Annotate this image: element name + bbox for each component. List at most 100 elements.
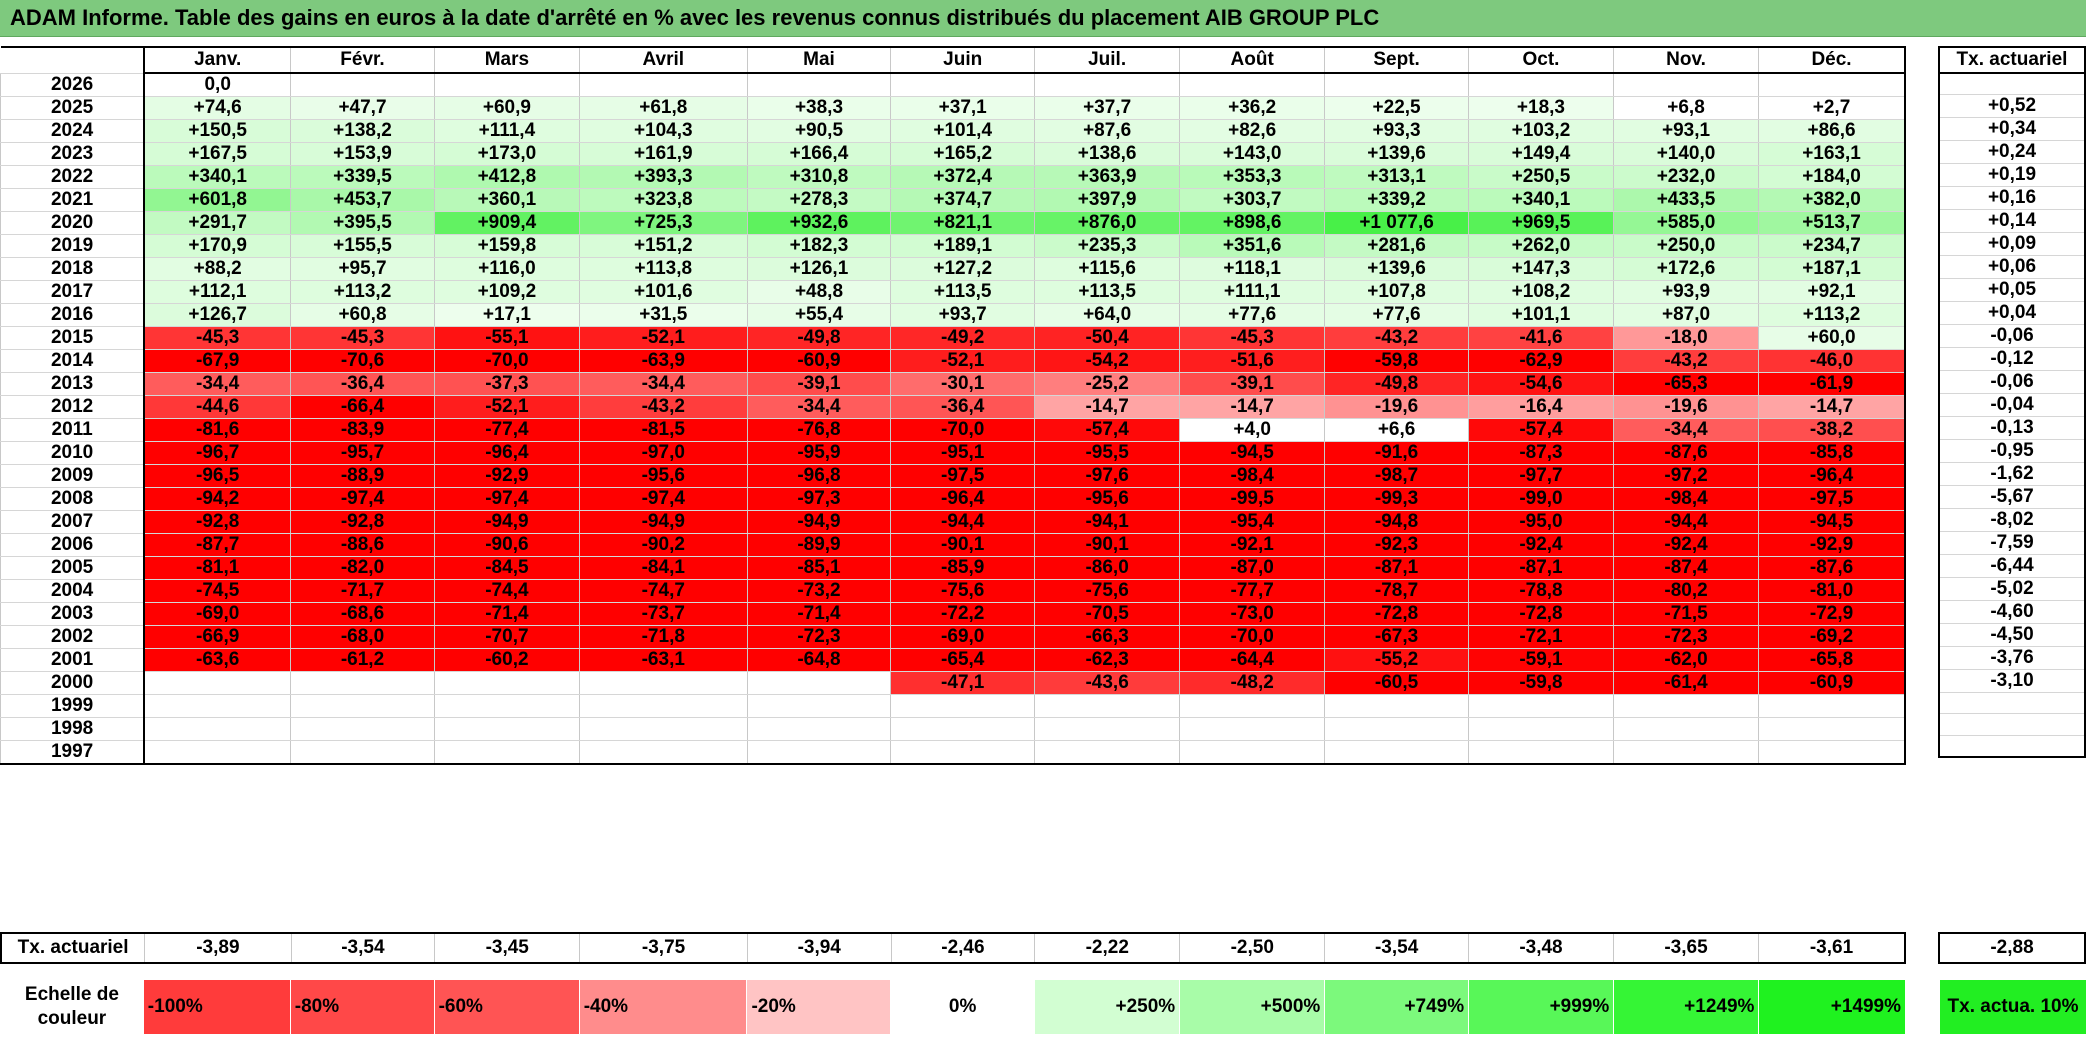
gain-cell <box>746 717 892 741</box>
monthly-actuarial-cell: -3,48 <box>1467 933 1614 964</box>
gain-cell: -96,4 <box>1758 464 1907 488</box>
gain-cell: -87,7 <box>143 533 292 557</box>
actuarial-rate-cell: -7,59 <box>1938 531 2086 555</box>
gain-cell: -68,0 <box>290 625 435 649</box>
gain-cell: +374,7 <box>890 188 1036 212</box>
actuarial-rate-cell: +0,34 <box>1938 117 2086 141</box>
table-row: 2003 -69,0 -68,6 -71,4 -73,7 -71,4 -72,2 -70,5-… <box>0 602 1907 626</box>
gain-cell: +60,0 <box>1758 326 1907 350</box>
gain-cell: -92,8 <box>290 510 435 534</box>
monthly-actuarial-cell: -3,75 <box>579 933 748 964</box>
gain-cell: -19,6 <box>1612 395 1760 419</box>
gain-cell: -67,3 <box>1324 625 1469 649</box>
gain-cell: -59,8 <box>1324 349 1469 373</box>
gain-cell: -94,9 <box>746 510 892 534</box>
gain-cell: +182,3 <box>746 234 892 258</box>
actuarial-rate-cell: +0,14 <box>1938 209 2086 233</box>
monthly-actuarial-cell: -2,46 <box>890 933 1036 964</box>
gain-cell: +61,8 <box>578 96 748 120</box>
gain-cell: +234,7 <box>1758 234 1907 258</box>
gain-cell: +876,0 <box>1034 211 1181 235</box>
gain-cell: -97,6 <box>1034 464 1181 488</box>
actuarial-rate-cell: +0,52 <box>1938 94 2086 118</box>
gain-cell: +351,6 <box>1179 234 1326 258</box>
gain-cell: +113,2 <box>290 280 435 304</box>
gain-cell: +103,2 <box>1467 119 1615 143</box>
gain-cell: 0,0 <box>143 73 292 97</box>
gain-cell: -45,3 <box>1179 326 1326 350</box>
gain-cell: -94,4 <box>1612 510 1760 534</box>
table-row: 2005 -81,1 -82,0 -84,5 -84,1 -85,1 -85,9 -86,0-… <box>0 556 1907 580</box>
gain-cell <box>290 671 435 695</box>
year-label: 2021 <box>0 188 145 212</box>
gain-cell: -54,2 <box>1034 349 1181 373</box>
gain-cell <box>143 740 292 765</box>
gain-cell: +92,1 <box>1758 280 1907 304</box>
gain-cell: +101,6 <box>578 280 748 304</box>
gain-cell: +82,6 <box>1179 119 1326 143</box>
legend-swatch: -40% <box>579 980 748 1034</box>
actuarial-rate-cell: -5,02 <box>1938 577 2086 601</box>
gain-cell: -97,7 <box>1467 464 1615 488</box>
gain-cell: +323,8 <box>578 188 748 212</box>
gain-cell: -70,7 <box>433 625 580 649</box>
gain-cell <box>433 671 580 695</box>
gain-cell: -48,2 <box>1179 671 1326 695</box>
actuarial-rate-cell: -1,62 <box>1938 462 2086 486</box>
gain-cell: -52,1 <box>578 326 748 350</box>
gain-cell: -63,9 <box>578 349 748 373</box>
table-row: 2018 +88,2 +95,7 +116,0 +113,8 +126,1 +127,2 +1… <box>0 257 1907 281</box>
gain-cell: +310,8 <box>746 165 892 189</box>
gain-cell <box>1179 73 1326 97</box>
actuarial-rate-cell: -8,02 <box>1938 508 2086 532</box>
gain-cell: -81,1 <box>143 556 292 580</box>
actuarial-header: Tx. actuariel <box>1938 47 2086 74</box>
gain-cell: +138,2 <box>290 119 435 143</box>
gain-cell: -92,1 <box>1179 533 1326 557</box>
gain-cell: +101,1 <box>1467 303 1615 327</box>
gain-cell: -80,2 <box>1612 579 1760 603</box>
monthly-actuarial-cell: -3,54 <box>290 933 436 964</box>
gain-cell: -43,6 <box>1034 671 1181 695</box>
gain-cell: -74,5 <box>143 579 292 603</box>
actuarial-rate-cell: +0,16 <box>1938 186 2086 210</box>
gain-cell: -97,4 <box>578 487 748 511</box>
gain-cell: +303,7 <box>1179 188 1326 212</box>
month-header: Nov. <box>1612 47 1760 74</box>
gain-cell: +149,4 <box>1467 142 1615 166</box>
gain-cell: +93,1 <box>1612 119 1760 143</box>
gain-cell: +360,1 <box>433 188 580 212</box>
gain-cell: -85,9 <box>890 556 1036 580</box>
table-row: 2002 -66,9 -68,0 -70,7 -71,8 -72,3 -69,0 -66,3-… <box>0 625 1907 649</box>
gain-cell: +165,2 <box>890 142 1036 166</box>
gain-cell: -87,4 <box>1612 556 1760 580</box>
actuarial-rate-cell: +0,19 <box>1938 163 2086 187</box>
gain-cell: -77,4 <box>433 418 580 442</box>
actuarial-rate-cell: +0,24 <box>1938 140 2086 164</box>
gain-cell <box>1034 740 1181 765</box>
gain-cell: -90,1 <box>1034 533 1181 557</box>
gain-cell: -65,4 <box>890 648 1036 672</box>
gain-cell: -30,1 <box>890 372 1036 396</box>
gain-cell <box>1034 717 1181 741</box>
header-corner <box>0 47 145 74</box>
month-header: Sept. <box>1324 47 1469 74</box>
gain-cell: -92,9 <box>1758 533 1907 557</box>
gain-cell: -47,1 <box>890 671 1036 695</box>
gain-cell <box>1467 740 1615 765</box>
gain-cell: +143,0 <box>1179 142 1326 166</box>
gain-cell: +262,0 <box>1467 234 1615 258</box>
gain-cell: +372,4 <box>890 165 1036 189</box>
gains-table: Janv. Févr. Mars Avril Mai Juin Juil. Août Sept.… <box>0 46 1907 765</box>
gain-cell: -97,3 <box>746 487 892 511</box>
gain-cell: -81,0 <box>1758 579 1907 603</box>
month-header: Mars <box>433 47 580 74</box>
gain-cell: +111,1 <box>1179 280 1326 304</box>
gain-cell: -63,6 <box>143 648 292 672</box>
gain-cell: -65,8 <box>1758 648 1907 672</box>
gain-cell: +104,3 <box>578 119 748 143</box>
gain-cell <box>1034 694 1181 718</box>
gain-cell: -63,1 <box>578 648 748 672</box>
gain-cell: -71,4 <box>433 602 580 626</box>
gain-cell: -94,5 <box>1179 441 1326 465</box>
